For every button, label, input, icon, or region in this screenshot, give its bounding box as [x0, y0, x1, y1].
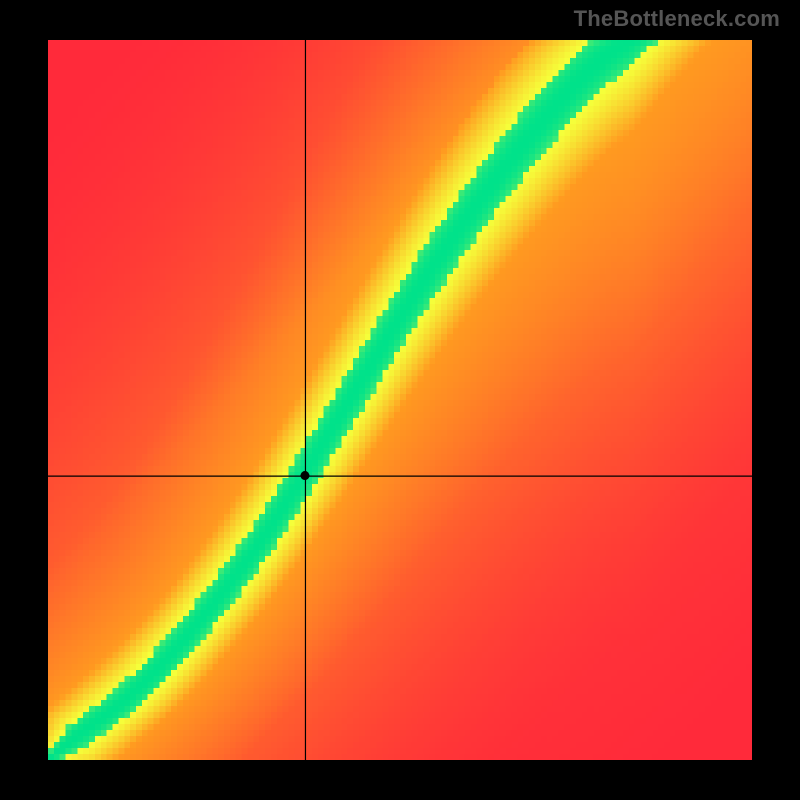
watermark-text: TheBottleneck.com — [574, 6, 780, 32]
chart-frame: TheBottleneck.com — [0, 0, 800, 800]
crosshair-overlay — [48, 40, 752, 760]
